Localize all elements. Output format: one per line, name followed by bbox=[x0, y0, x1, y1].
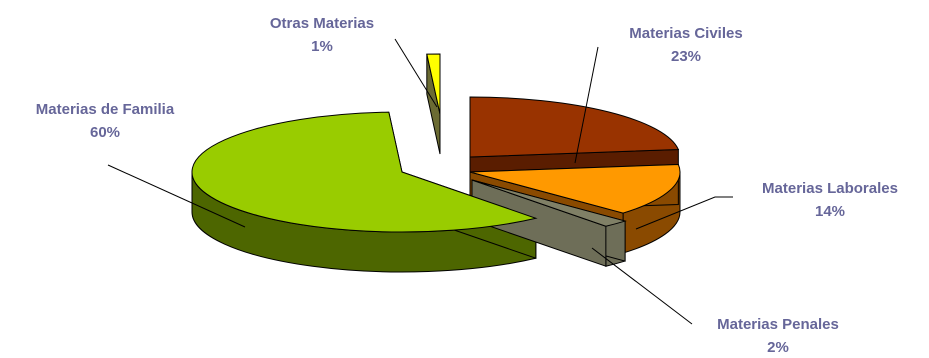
slice-materias-de-familia bbox=[191, 111, 538, 233]
slice-otras-materias bbox=[426, 53, 441, 115]
label-materias-laborales: Materias Laborales bbox=[762, 180, 898, 197]
label-materias-civiles: Materias Civiles bbox=[629, 25, 742, 42]
label-otras-materias: Otras Materias bbox=[270, 15, 374, 32]
percent-materias-laborales: 14% bbox=[815, 203, 845, 220]
label-materias-de-familia: Materias de Familia bbox=[36, 101, 175, 118]
percent-materias-de-familia: 60% bbox=[90, 124, 120, 141]
label-materias-penales: Materias Penales bbox=[717, 316, 839, 333]
slice-materias-civiles bbox=[469, 96, 680, 158]
percent-materias-civiles: 23% bbox=[671, 48, 701, 65]
percent-materias-penales: 2% bbox=[767, 339, 789, 356]
label-group: Materias Civiles 23% Materias Laborales 14%… bbox=[36, 15, 898, 356]
leader-line-materias-laborales bbox=[635, 196, 733, 230]
slice-top-group bbox=[191, 53, 681, 233]
leader-line-group bbox=[107, 38, 733, 325]
leader-line-materias-de-familia bbox=[107, 164, 246, 228]
slice-materias-laborales bbox=[469, 163, 681, 214]
leader-line-materias-civiles bbox=[574, 46, 599, 164]
percent-otras-materias: 1% bbox=[311, 38, 333, 55]
leader-line-otras-materias bbox=[394, 38, 438, 108]
slice-materias-penales bbox=[471, 179, 627, 227]
leader-line-materias-penales bbox=[591, 247, 693, 325]
